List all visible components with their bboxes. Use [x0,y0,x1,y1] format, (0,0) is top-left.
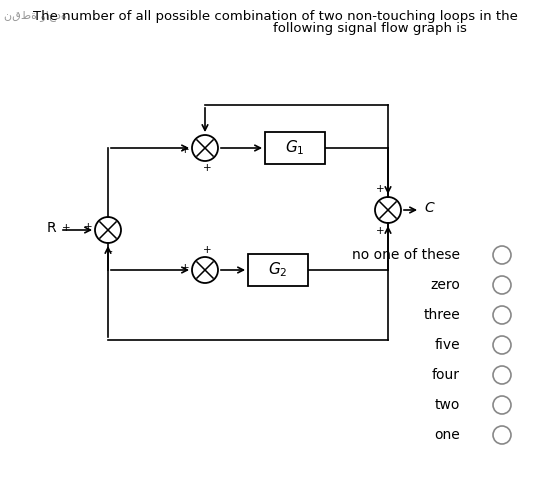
Text: five: five [434,338,460,352]
Text: one: one [434,428,460,442]
Text: +: + [182,263,190,273]
Text: three: three [423,308,460,322]
Text: following signal flow graph is: following signal flow graph is [273,22,467,35]
Bar [248,254,308,286]
Text: R: R [46,221,56,235]
Text: نقطة واحدة: نقطة واحدة [4,10,67,21]
Text: $G_2$: $G_2$ [268,261,288,279]
Text: C: C [424,201,434,215]
Text: zero: zero [430,278,460,292]
Text: +: + [182,145,190,155]
Text: two: two [434,398,460,412]
Text: +: + [376,184,385,194]
Text: no one of these: no one of these [352,248,460,262]
Text: The number of all possible combination of two non-touching loops in the: The number of all possible combination o… [33,10,517,23]
Text: +: + [376,226,385,236]
Bar [265,132,325,164]
Text: $G_1$: $G_1$ [285,139,305,157]
Text: +: + [203,163,211,173]
Text: -: - [108,246,112,256]
Text: four: four [432,368,460,382]
Text: +: + [84,222,93,232]
Text: +: + [62,223,71,233]
Text: +: + [203,245,211,255]
